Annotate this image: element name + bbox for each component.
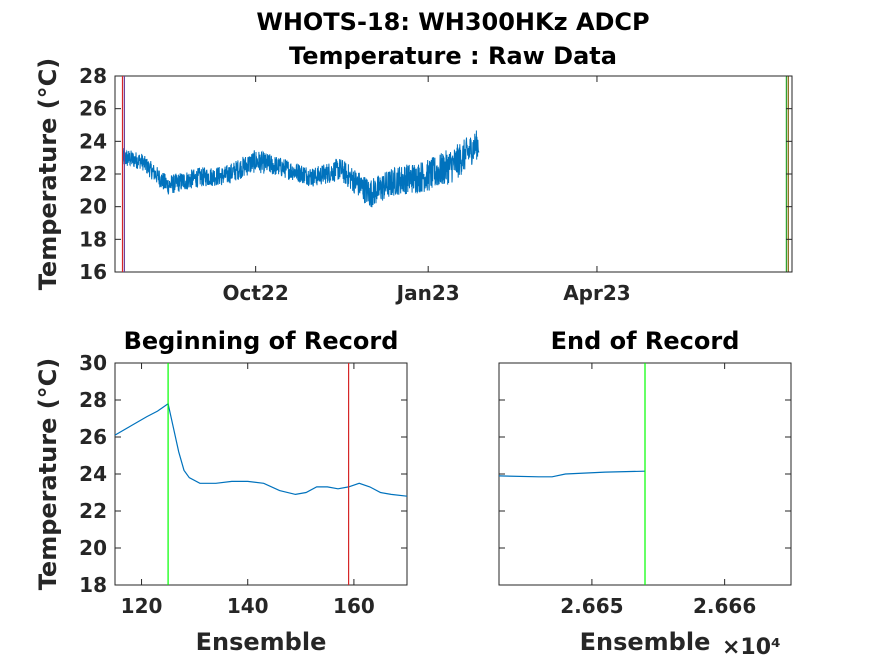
top-panel: 16 18 20 22 24 26 28 Oct22 Jan23 Apr23 Temperatur… [34, 58, 793, 305]
y-tick-label: 24 [79, 129, 107, 153]
figure-subtitle: Temperature : Raw Data [289, 42, 617, 70]
x-tick-label: 120 [121, 594, 163, 618]
y-tick-label: 18 [79, 227, 107, 251]
y-tick-label: 28 [79, 388, 107, 412]
x-tick-label: 140 [227, 594, 269, 618]
y-tick-label: 30 [79, 351, 107, 375]
bottom-left-axes-box [114, 362, 408, 586]
y-tick-label: 20 [79, 536, 107, 560]
figure-title: WHOTS-18: WH300HKz ADCP [256, 8, 649, 36]
series-line [122, 130, 480, 208]
bottom-right-panel: End of Record 2.665 2.666 Ensemble ×10⁴ [498, 327, 792, 656]
bottom-right-ticks: 2.665 2.666 [499, 362, 791, 618]
y-tick-label: 22 [79, 499, 107, 523]
series-line [498, 470, 646, 478]
y-tick-label: 16 [79, 260, 107, 284]
y-tick-label: 28 [79, 64, 107, 88]
bottom-right-x-axis-label: Ensemble [580, 628, 711, 656]
x-tick-label: 2.665 [560, 594, 623, 618]
bottom-left-panel: Beginning of Record 18 20 22 24 26 28 30 120 140… [34, 327, 408, 656]
y-tick-label: 24 [79, 462, 107, 486]
x-tick-label: Apr23 [563, 281, 631, 305]
bottom-right-x-scale-label: ×10⁴ [722, 635, 781, 656]
y-tick-label: 18 [79, 573, 107, 597]
bottom-left-y-axis-label: Temperature (°C) [34, 358, 62, 591]
bottom-right-title: End of Record [551, 327, 740, 355]
y-tick-label: 26 [79, 425, 107, 449]
x-tick-label: 2.666 [693, 594, 756, 618]
bottom-left-ticks: 18 20 22 24 26 28 30 120 140 160 [79, 351, 407, 618]
x-tick-label: 160 [333, 594, 375, 618]
y-tick-label: 22 [79, 162, 107, 186]
y-tick-label: 20 [79, 195, 107, 219]
bottom-left-plot-area [114, 363, 408, 585]
y-tick-label: 26 [79, 97, 107, 121]
top-y-axis-label: Temperature (°C) [34, 58, 62, 291]
top-ticks: 16 18 20 22 24 26 28 Oct22 Jan23 Apr23 [79, 64, 792, 305]
bottom-right-plot-area [498, 363, 646, 585]
bottom-left-x-axis-label: Ensemble [196, 628, 327, 656]
series-line [114, 402, 408, 497]
bottom-left-title: Beginning of Record [124, 327, 399, 355]
x-tick-label: Oct22 [223, 281, 289, 305]
x-tick-label: Jan23 [395, 281, 460, 305]
